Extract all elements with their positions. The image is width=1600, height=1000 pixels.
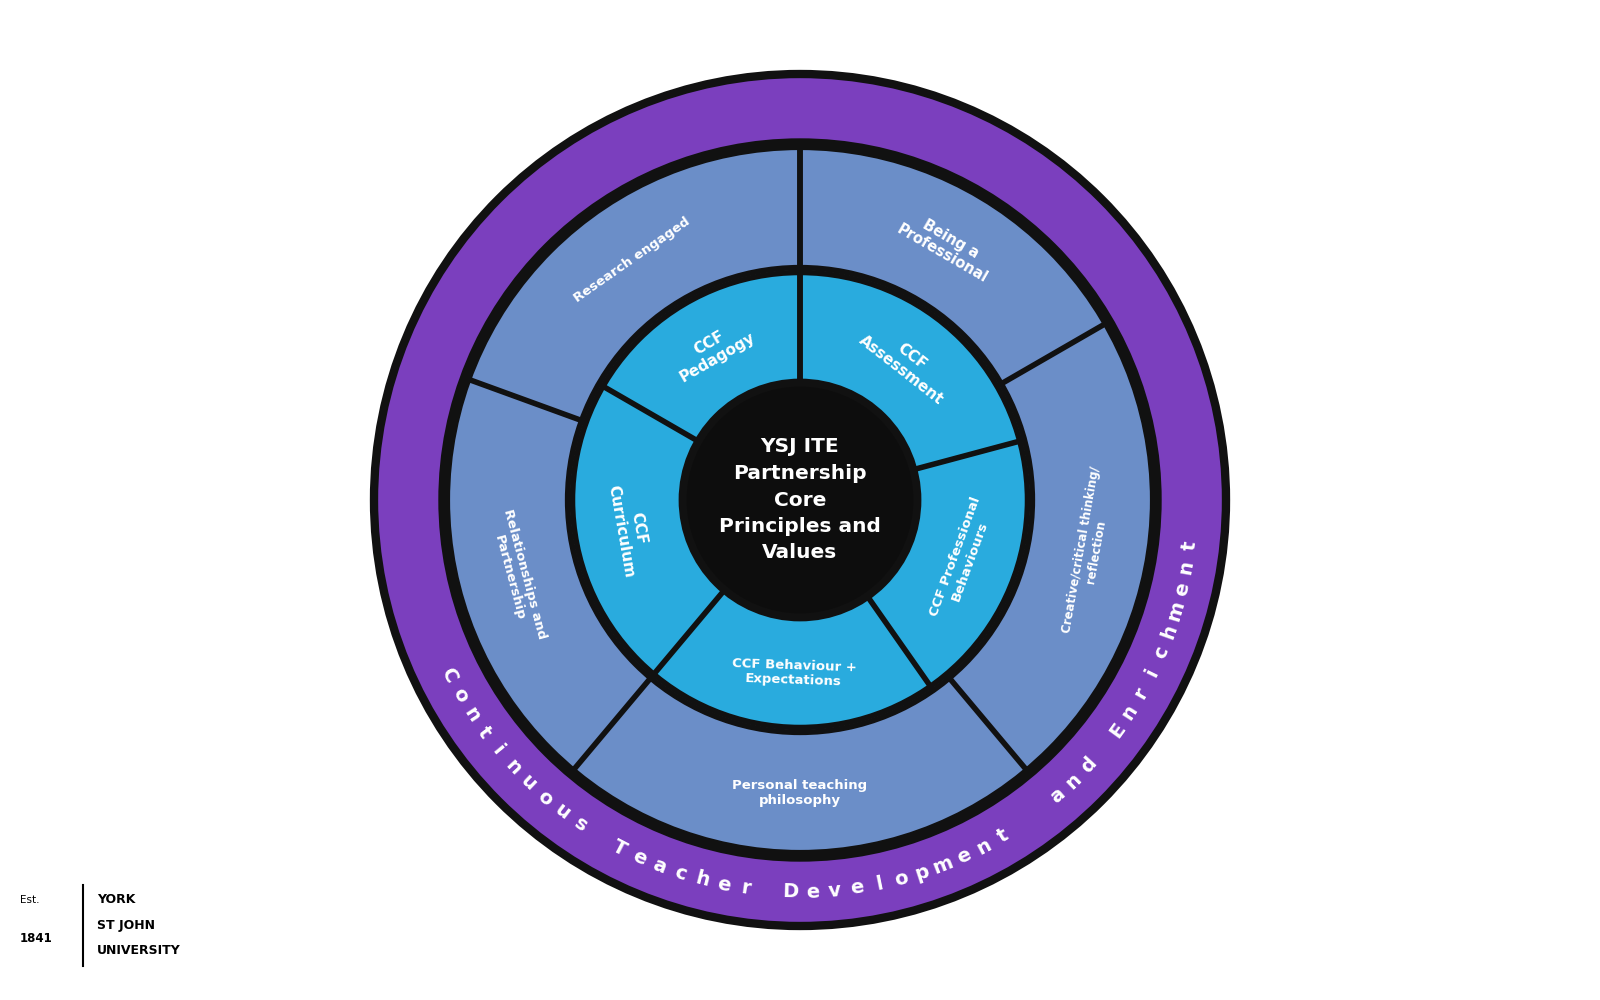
Polygon shape — [869, 441, 1027, 686]
Polygon shape — [800, 272, 1019, 469]
Text: E: E — [1106, 719, 1130, 741]
Text: T: T — [608, 836, 629, 859]
Text: UNIVERSITY: UNIVERSITY — [98, 944, 181, 957]
Text: o: o — [534, 786, 557, 810]
Polygon shape — [467, 147, 800, 421]
Text: e: e — [806, 882, 819, 902]
Polygon shape — [446, 379, 651, 771]
Text: c: c — [672, 863, 690, 884]
Text: e: e — [850, 878, 866, 898]
Text: Creative/critical thinking/
reflection: Creative/critical thinking/ reflection — [1059, 465, 1117, 636]
Text: Being a
Professional: Being a Professional — [894, 207, 998, 286]
Text: e: e — [629, 846, 650, 869]
Text: n: n — [501, 756, 525, 779]
Polygon shape — [800, 147, 1106, 384]
Text: r: r — [1131, 684, 1152, 702]
Text: m: m — [930, 853, 957, 878]
Text: a: a — [1046, 785, 1069, 808]
Text: Est.: Est. — [19, 895, 38, 905]
Text: 1841: 1841 — [19, 932, 53, 945]
Text: n: n — [1118, 701, 1142, 723]
Text: e: e — [715, 874, 733, 895]
Text: Research engaged: Research engaged — [571, 215, 693, 305]
Circle shape — [683, 384, 917, 616]
Text: CCF
Pedagogy: CCF Pedagogy — [669, 315, 758, 385]
Text: i: i — [488, 742, 507, 759]
Text: r: r — [739, 878, 752, 898]
Text: t: t — [994, 825, 1013, 846]
Polygon shape — [654, 591, 931, 728]
Text: e: e — [1171, 581, 1192, 598]
Text: Relationships and
Partnership: Relationships and Partnership — [486, 507, 547, 644]
Text: n: n — [1176, 559, 1197, 576]
Text: o: o — [891, 868, 910, 890]
Text: C: C — [438, 665, 461, 686]
Text: YORK: YORK — [98, 893, 136, 906]
Text: h: h — [693, 869, 712, 891]
Text: m: m — [1165, 598, 1189, 623]
Text: CCF Behaviour +
Expectations: CCF Behaviour + Expectations — [731, 657, 856, 689]
Text: u: u — [517, 771, 541, 795]
Text: Personal teaching
philosophy: Personal teaching philosophy — [733, 779, 867, 807]
Text: t: t — [1179, 540, 1200, 551]
Text: d: d — [1077, 753, 1101, 776]
Text: n: n — [1062, 769, 1085, 793]
Text: D: D — [782, 882, 798, 902]
Text: i: i — [1142, 666, 1162, 680]
Text: a: a — [650, 855, 669, 877]
Polygon shape — [573, 678, 1027, 853]
Text: o: o — [448, 685, 472, 706]
Wedge shape — [374, 74, 1226, 926]
Text: p: p — [912, 861, 931, 884]
Text: n: n — [973, 835, 994, 858]
Text: l: l — [874, 874, 885, 894]
Text: v: v — [827, 881, 842, 901]
Text: e: e — [954, 845, 974, 868]
Polygon shape — [573, 386, 723, 674]
Text: CCF Professional
Behaviours: CCF Professional Behaviours — [928, 495, 997, 623]
Text: YSJ ITE
Partnership
Core
Principles and
Values: YSJ ITE Partnership Core Principles and … — [718, 438, 882, 562]
Text: h: h — [1158, 622, 1181, 642]
Text: u: u — [552, 800, 574, 824]
Text: s: s — [571, 814, 590, 836]
Text: CCF
Assessment: CCF Assessment — [856, 319, 957, 408]
Polygon shape — [949, 323, 1154, 771]
Text: ST JOHN: ST JOHN — [98, 918, 155, 932]
Text: c: c — [1150, 644, 1173, 662]
Text: t: t — [474, 723, 494, 742]
Polygon shape — [603, 272, 800, 441]
Text: n: n — [459, 703, 483, 725]
Text: CCF
Curriculum: CCF Curriculum — [605, 481, 654, 579]
